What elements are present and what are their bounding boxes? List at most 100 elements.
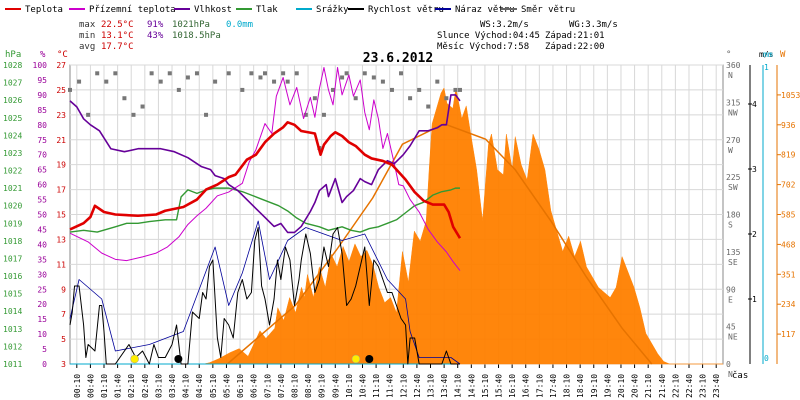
dir-label: NE xyxy=(728,333,738,342)
x-tick-label: 16:40 xyxy=(522,374,531,398)
axis-label-hpa: hPa xyxy=(5,50,21,60)
legend-label: Náraz větru xyxy=(455,5,515,15)
sunset-marker xyxy=(351,354,361,364)
hpa-tick-label: 1015 xyxy=(3,290,22,299)
x-tick-label: 19:40 xyxy=(603,374,612,398)
hpa-tick-label: 1014 xyxy=(3,307,22,316)
pct-tick-label: 90 xyxy=(37,91,47,100)
hpa-tick-label: 1021 xyxy=(3,184,22,193)
dir-label: NW xyxy=(728,108,738,117)
dir-label: N xyxy=(728,71,733,80)
dir-label: W xyxy=(728,146,733,155)
pct-tick-label: 5 xyxy=(42,345,47,354)
ms-tick-label: 1 xyxy=(752,295,757,304)
x-tick-label: 22:10 xyxy=(671,374,680,398)
wind-dir-point xyxy=(389,87,394,92)
pct-tick-label: 60 xyxy=(37,181,47,190)
dir-label: SW xyxy=(728,183,738,192)
wind-dir-point xyxy=(185,75,190,80)
wind-dir-point xyxy=(371,75,376,80)
hpa-tick-label: 1012 xyxy=(3,342,22,351)
temp-tick-label: 21 xyxy=(56,136,66,145)
dir-label: S xyxy=(728,221,733,230)
pct-tick-label: 75 xyxy=(37,136,47,145)
wind-dir-point xyxy=(426,104,431,109)
x-tick-label: 04:40 xyxy=(195,374,204,398)
x-tick-label: 03:40 xyxy=(168,374,177,398)
temp-tick-label: 13 xyxy=(56,235,66,244)
temp-tick-label: 11 xyxy=(56,260,66,269)
info-moon-rise: Měsíc Východ:7:58 xyxy=(437,42,529,52)
ms-tick-label: 4 xyxy=(752,100,757,109)
deg-tick-label: 315 xyxy=(726,98,741,107)
x-tick-label: 02:40 xyxy=(141,374,150,398)
wind-dir-point xyxy=(281,71,286,76)
axis-label-mm: mm xyxy=(763,50,773,59)
mm-tick-label: 0 xyxy=(764,354,769,363)
wind-dir-point xyxy=(362,71,367,76)
x-tick-label: 06:10 xyxy=(236,374,245,398)
stat-max-label: max xyxy=(79,20,96,30)
pct-tick-label: 55 xyxy=(37,196,47,205)
hpa-tick-label: 1026 xyxy=(3,96,22,105)
deg-tick-label: 90 xyxy=(726,285,736,294)
x-tick-label: 12:10 xyxy=(399,374,408,398)
wind-dir-point xyxy=(340,75,345,80)
wm2-tick-label: 234 xyxy=(781,300,796,309)
stats-block: max 22.5°C 91% 1021hPa 0.0mm min 13.1°C … xyxy=(79,20,253,52)
x-tick-label: 00:10 xyxy=(73,374,82,398)
info-moon-set: Západ:22:00 xyxy=(545,42,605,52)
pct-tick-label: 0 xyxy=(42,360,47,369)
x-tick-label: 13:40 xyxy=(440,374,449,398)
pct-tick-label: 95 xyxy=(37,76,47,85)
wm2-tick-label: 819 xyxy=(781,151,796,160)
x-tick-label: 00:40 xyxy=(86,374,95,398)
x-tick-label: 14:10 xyxy=(454,374,463,398)
x-tick-label: 05:10 xyxy=(209,374,218,398)
axis-label-time: čas xyxy=(732,370,748,381)
x-tick-label: 11:40 xyxy=(386,374,395,398)
axis-label-temp: °C xyxy=(57,50,68,60)
ms-tick-label: 3 xyxy=(752,165,757,174)
hpa-tick-label: 1025 xyxy=(3,114,22,123)
x-tick-label: 10:10 xyxy=(345,374,354,398)
moonset-marker xyxy=(365,355,374,363)
pct-tick-label: 40 xyxy=(37,240,47,249)
wind-dir-point xyxy=(194,71,199,76)
stat-min-press: 1018.5hPa xyxy=(172,31,221,41)
x-tick-label: 13:10 xyxy=(427,374,436,398)
wind-dir-point xyxy=(453,87,458,92)
wind-dir-point xyxy=(140,104,145,109)
solar-area xyxy=(70,87,723,365)
stat-max-press: 1021hPa xyxy=(172,20,210,30)
hpa-tick-label: 1024 xyxy=(3,131,22,140)
legend-label: Vlhkost xyxy=(194,5,232,15)
x-tick-label: 01:40 xyxy=(114,374,123,398)
hpa-tick-label: 1018 xyxy=(3,237,22,246)
wind-dir-point xyxy=(258,75,263,80)
stat-avg-label: avg xyxy=(79,42,95,52)
stat-min-temp: 13.1°C xyxy=(101,31,134,41)
stat-max-temp: 22.5°C xyxy=(101,20,134,30)
pct-tick-label: 15 xyxy=(37,315,47,324)
hpa-tick-label: 1013 xyxy=(3,325,22,334)
deg-tick-label: 45 xyxy=(726,323,736,332)
wind-dir-point xyxy=(321,112,326,117)
moonrise-marker xyxy=(174,355,183,363)
series-line-vlhkost xyxy=(69,94,461,234)
wind-dir-point xyxy=(68,87,72,92)
axis-label-wm2: W xyxy=(780,50,786,60)
axis-label-pct: % xyxy=(40,50,46,60)
hpa-tick-label: 1020 xyxy=(3,202,22,211)
wind-dir-point xyxy=(86,112,91,117)
wind-dir-point xyxy=(444,96,449,101)
wind-dir-point xyxy=(226,71,231,76)
x-tick-label: 02:10 xyxy=(127,374,136,398)
temp-tick-label: 9 xyxy=(61,285,66,294)
wind-dir-point xyxy=(262,71,267,76)
ms-tick-label: 2 xyxy=(752,230,757,239)
pct-tick-label: 35 xyxy=(37,255,47,264)
wind-dir-point xyxy=(204,112,209,117)
x-tick-label: 23:10 xyxy=(699,374,708,398)
hpa-tick-label: 1019 xyxy=(3,219,22,228)
